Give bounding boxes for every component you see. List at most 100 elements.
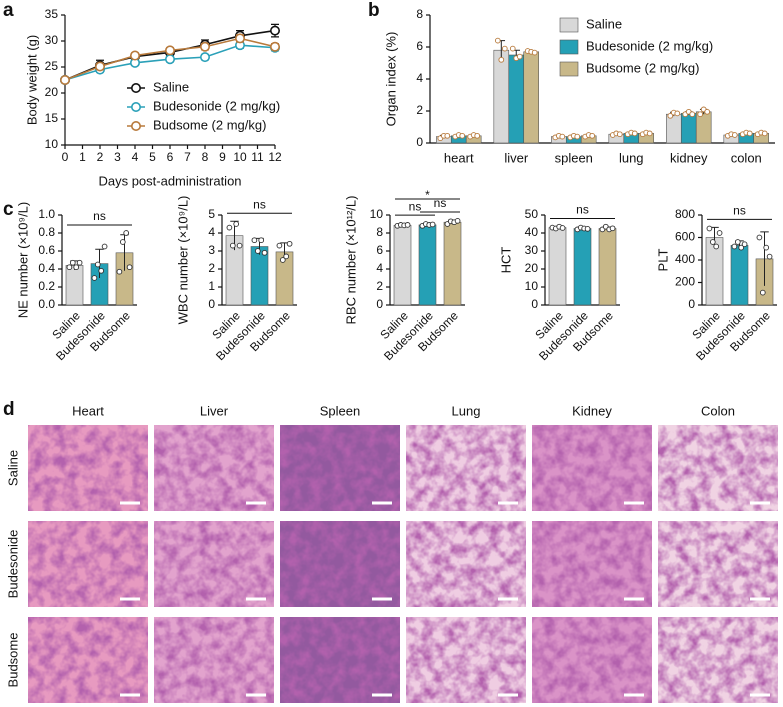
- data-dot: [509, 45, 516, 52]
- column-header: Kidney: [572, 403, 612, 418]
- bar: [523, 51, 539, 144]
- data-point: [200, 52, 211, 63]
- y-tick-label: 10: [525, 279, 539, 293]
- legend-marker: [131, 83, 142, 94]
- y-tick-label: 1.0: [38, 207, 55, 221]
- data-dot: [559, 225, 566, 231]
- comparison-label: ns: [434, 196, 447, 210]
- bar: [508, 54, 525, 144]
- x-tick-label: heart: [444, 150, 474, 165]
- legend-label: Budsome (2 mg/kg): [586, 60, 699, 75]
- comparison-label: ns: [93, 209, 106, 223]
- row-label: Budsome: [5, 633, 20, 688]
- data-dot: [98, 267, 105, 274]
- data-dot: [101, 243, 108, 250]
- y-axis-label: NE number (×10⁹/L): [15, 202, 30, 318]
- legend-swatch: [559, 61, 579, 77]
- data-dot: [689, 111, 696, 118]
- histology-texture: [658, 521, 778, 607]
- y-tick-label: 0: [688, 297, 695, 311]
- data-dot: [646, 130, 653, 137]
- histology-texture: [280, 521, 400, 607]
- x-tick-label: 5: [149, 150, 156, 164]
- data-dot: [454, 218, 461, 224]
- y-tick-label: 0.0: [38, 297, 55, 311]
- x-tick-label: 10: [233, 150, 247, 164]
- y-tick-label: 8: [416, 7, 423, 21]
- y-tick-label: 50: [525, 207, 539, 221]
- data-dot: [631, 130, 638, 137]
- data-dot: [494, 37, 501, 44]
- data-dot: [254, 248, 261, 254]
- y-tick-label: 400: [675, 252, 695, 266]
- data-dot: [746, 130, 753, 137]
- data-dot: [229, 242, 236, 249]
- histology-texture: [532, 521, 652, 607]
- bar: [393, 225, 412, 306]
- y-tick-label: 800: [675, 207, 695, 221]
- column-header: Spleen: [320, 403, 360, 418]
- y-tick-label: 0: [208, 297, 215, 311]
- x-tick-label: 12: [268, 150, 282, 164]
- data-dot: [498, 56, 505, 63]
- x-tick-label: 2: [97, 150, 104, 164]
- panel-label: c: [3, 199, 14, 220]
- data-dot: [251, 237, 258, 244]
- y-tick-label: 4: [376, 261, 383, 275]
- y-tick-label: 600: [675, 230, 695, 244]
- data-dot: [589, 132, 596, 139]
- y-tick-label: 4: [208, 225, 215, 239]
- bar: [418, 224, 437, 306]
- y-tick-label: 15: [45, 111, 59, 125]
- column-header: Colon: [701, 403, 735, 418]
- data-point: [200, 41, 211, 52]
- data-point: [165, 54, 176, 65]
- data-dot: [276, 242, 283, 249]
- y-tick-label: 10: [370, 207, 384, 221]
- data-dot: [123, 230, 130, 236]
- data-dot: [474, 132, 481, 139]
- data-dot: [459, 132, 466, 139]
- histology-texture: [280, 425, 400, 511]
- data-point: [130, 50, 141, 61]
- y-tick-label: 2: [376, 279, 383, 293]
- legend-label: Saline: [586, 16, 622, 31]
- y-tick-label: 40: [525, 225, 539, 239]
- data-dot: [119, 239, 126, 245]
- data-dot: [709, 239, 716, 245]
- data-dot: [704, 108, 711, 115]
- comparison-label: ns: [576, 203, 589, 217]
- data-dot: [94, 261, 101, 268]
- x-tick-label: 3: [114, 150, 121, 164]
- comparison-label: *: [425, 188, 430, 202]
- data-dot: [91, 275, 98, 281]
- x-tick-label: kidney: [670, 150, 708, 165]
- histology-texture: [532, 617, 652, 703]
- data-dot: [667, 112, 674, 119]
- row-label: Saline: [5, 450, 20, 486]
- data-dot: [763, 244, 770, 251]
- histology-texture: [280, 617, 400, 703]
- y-tick-label: 200: [675, 275, 695, 289]
- bar: [443, 221, 462, 306]
- column-header: Lung: [452, 403, 481, 418]
- data-dot: [76, 259, 83, 266]
- data-dot: [261, 249, 268, 256]
- bar: [573, 228, 592, 306]
- data-point: [269, 41, 280, 52]
- y-tick-label: 0.2: [38, 279, 55, 293]
- y-axis-label: RBC number (×10¹²/L): [343, 196, 358, 325]
- legend-swatch: [559, 17, 579, 33]
- histology-texture: [154, 617, 274, 703]
- comparison-label: ns: [733, 204, 746, 218]
- data-dot: [69, 259, 76, 266]
- x-tick-label: 11: [251, 150, 264, 164]
- histology-texture: [28, 521, 148, 607]
- panel-label: b: [368, 0, 380, 21]
- data-dot: [283, 253, 290, 260]
- y-tick-label: 10: [45, 137, 59, 151]
- data-dot: [236, 242, 243, 249]
- data-dot: [574, 133, 581, 140]
- row-label: Budesonide: [5, 530, 20, 599]
- data-dot: [674, 110, 681, 117]
